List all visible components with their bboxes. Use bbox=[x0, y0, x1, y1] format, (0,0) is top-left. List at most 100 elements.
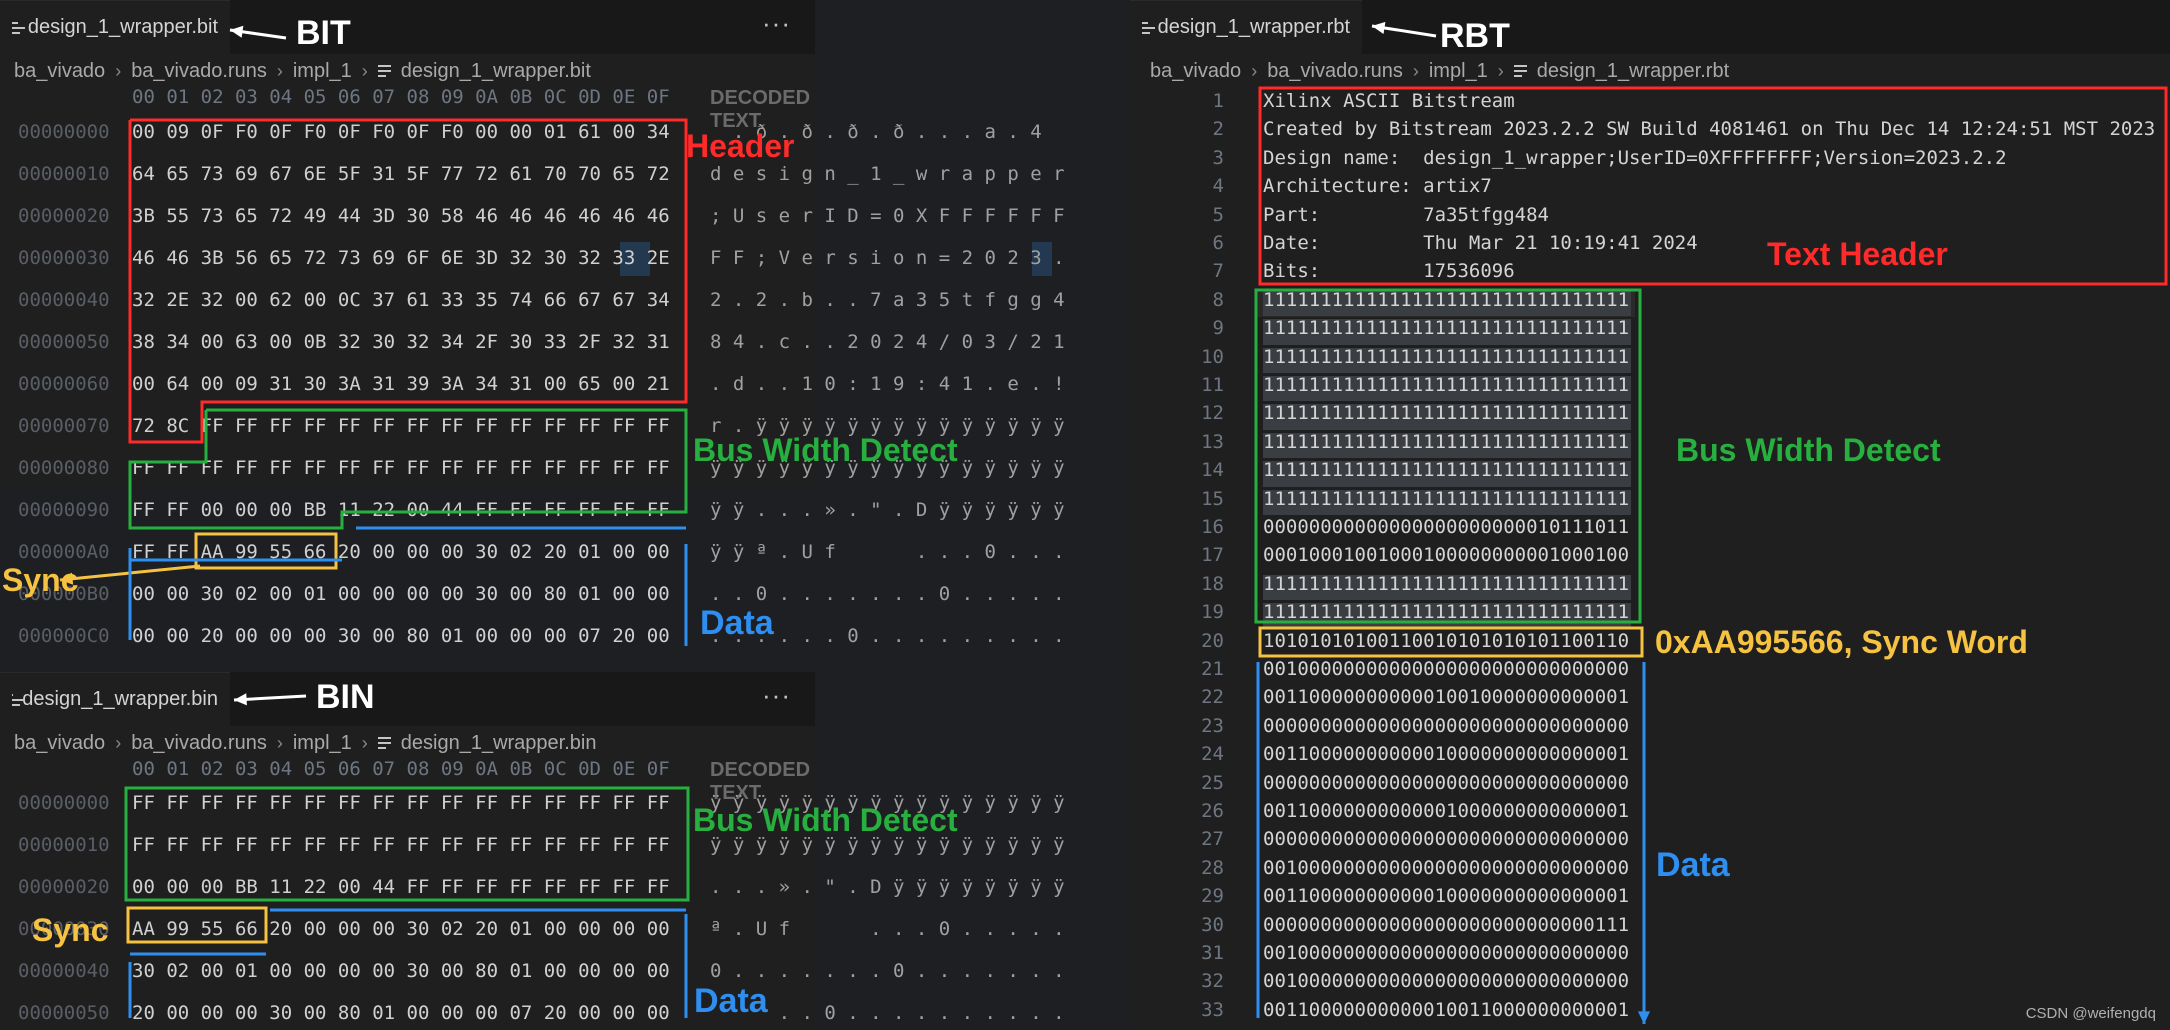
rbt-line[interactable]: 11111111111111111111111111111111 bbox=[1263, 288, 1630, 311]
chevron-right-icon: › bbox=[115, 732, 122, 753]
decoded-text: 0 . . . . . . . 0 . . . . . . . bbox=[710, 960, 1065, 982]
line-number: 29 bbox=[1201, 885, 1224, 908]
rbt-line[interactable]: 11111111111111111111111111111111 bbox=[1263, 345, 1630, 368]
rbt-line[interactable]: Bits: 17536096 bbox=[1263, 260, 1515, 283]
rbt-line[interactable]: 00000000000000000000000000000000 bbox=[1263, 714, 1630, 737]
rbt-line[interactable]: 00000000000000000000000010111011 bbox=[1263, 516, 1630, 538]
breadcrumb-item[interactable]: ba_vivado bbox=[1150, 59, 1242, 82]
hex-bytes[interactable]: FF FF FF FF FF FF FF FF FF FF FF FF FF F… bbox=[132, 834, 670, 856]
more-actions-icon[interactable]: ··· bbox=[762, 8, 791, 38]
breadcrumb-item[interactable]: design_1_wrapper.bin bbox=[400, 731, 597, 754]
rbt-line[interactable]: 00100000000000000000000000000000 bbox=[1263, 942, 1630, 964]
breadcrumb-item[interactable]: ba_vivado bbox=[14, 731, 106, 754]
selection-highlight bbox=[1263, 290, 1631, 317]
hex-bytes[interactable]: FF FF 00 00 00 BB 11 22 00 44 FF FF FF F… bbox=[132, 499, 670, 521]
hex-bytes[interactable]: 00 64 00 09 31 30 3A 31 39 3A 34 31 00 6… bbox=[132, 373, 670, 395]
rbt-line[interactable]: Created by Bitstream 2023.2.2 SW Build 4… bbox=[1263, 118, 2156, 141]
rbt-line[interactable]: 00000000000000000000000000000111 bbox=[1263, 913, 1630, 936]
rbt-line[interactable]: 11111111111111111111111111111111 bbox=[1263, 430, 1630, 453]
hex-offset: 00000000 bbox=[18, 121, 110, 143]
hex-column-header: 00 01 02 03 04 05 06 07 08 09 0A 0B 0C 0… bbox=[132, 86, 670, 108]
rbt-line[interactable]: 00000000000000000000000000000000 bbox=[1263, 828, 1630, 851]
rbt-format-tag: RBT bbox=[1440, 17, 1510, 55]
decoded-selection-highlight bbox=[1032, 242, 1052, 276]
hex-offset: 00000090 bbox=[18, 499, 110, 521]
selection-highlight bbox=[1263, 347, 1631, 373]
rbt-line[interactable]: 11111111111111111111111111111111 bbox=[1263, 317, 1630, 340]
line-number: 13 bbox=[1201, 430, 1224, 453]
rbt-line[interactable]: Xilinx ASCII Bitstream bbox=[1263, 90, 1515, 112]
rbt-line[interactable]: 11111111111111111111111111111111 bbox=[1263, 374, 1630, 396]
hex-bytes[interactable]: 64 65 73 69 67 6E 5F 31 5F 77 72 61 70 7… bbox=[132, 163, 670, 185]
decoded-text-title: DECODED TEXT bbox=[710, 87, 811, 132]
rbt-line[interactable]: 11111111111111111111111111111111 bbox=[1263, 459, 1630, 482]
more-actions-icon[interactable]: ··· bbox=[762, 680, 791, 710]
breadcrumb: ba_vivado › ba_vivado.runs › impl_1 › desig… bbox=[14, 58, 591, 84]
line-number: 6 bbox=[1212, 232, 1224, 254]
rbt-line[interactable]: 00110000000000001000000000000001 bbox=[1263, 800, 1630, 822]
rbt-tag-arrow-head bbox=[1372, 21, 1386, 34]
header-label: Header bbox=[686, 128, 795, 164]
line-number: 20 bbox=[1201, 629, 1224, 652]
breadcrumb-item[interactable]: ba_vivado.runs bbox=[1267, 59, 1403, 82]
rbt-line[interactable]: 00110000000000010000000000000001 bbox=[1263, 743, 1630, 766]
hex-bytes[interactable]: 20 00 00 00 30 00 80 01 00 00 00 07 20 0… bbox=[132, 1002, 670, 1024]
rbt-line[interactable]: 11111111111111111111111111111111 bbox=[1263, 572, 1630, 595]
hex-bytes[interactable]: 00 00 00 BB 11 22 00 44 FF FF FF FF FF F… bbox=[132, 876, 670, 898]
rbt-line[interactable]: 00110000000000010000000000000001 bbox=[1263, 885, 1630, 908]
hex-offset: 000000C0 bbox=[18, 625, 110, 647]
rbt-line[interactable]: 00000000000000000000000000000000 bbox=[1263, 771, 1630, 794]
line-number: 5 bbox=[1212, 203, 1224, 226]
chevron-right-icon: › bbox=[276, 60, 283, 81]
breadcrumb-item[interactable]: ba_vivado.runs bbox=[131, 731, 267, 754]
bit-editor-pane: design_1_wrapper.bit ··· ba_vivado › ba_v… bbox=[0, 0, 815, 486]
text-header-label: Text Header bbox=[1767, 236, 1948, 272]
hex-bytes[interactable]: 38 34 00 63 00 0B 32 30 32 34 2F 30 33 2… bbox=[132, 331, 670, 353]
breadcrumb-item[interactable]: design_1_wrapper.rbt bbox=[1536, 59, 1730, 82]
rbt-line[interactable]: Date: Thu Mar 21 10:19:41 2024 bbox=[1263, 232, 1698, 254]
hex-bytes[interactable]: 72 8C FF FF FF FF FF FF FF FF FF FF FF F… bbox=[132, 415, 670, 437]
rbt-line[interactable]: 00110000000000010010000000000001 bbox=[1263, 686, 1630, 709]
hex-bytes[interactable]: 00 00 20 00 00 00 30 00 80 01 00 00 00 0… bbox=[132, 625, 670, 647]
rbt-line[interactable]: Part: 7a35tfgg484 bbox=[1263, 203, 1549, 226]
bin-file-tab[interactable]: design_1_wrapper.bin bbox=[0, 672, 230, 726]
hex-bytes[interactable]: 30 02 00 01 00 00 00 00 30 00 80 01 00 0… bbox=[132, 960, 670, 982]
hex-offset: 000000B0 bbox=[18, 583, 110, 605]
hex-bytes[interactable]: FF FF FF FF FF FF FF FF FF FF FF FF FF F… bbox=[132, 792, 670, 814]
rbt-line[interactable]: Design name: design_1_wrapper;UserID=0XF… bbox=[1263, 146, 2007, 169]
breadcrumb-item[interactable]: design_1_wrapper.bit bbox=[400, 59, 591, 82]
hex-bytes[interactable]: FF FF AA 99 55 66 20 00 00 00 30 02 20 0… bbox=[132, 541, 670, 563]
line-number: 12 bbox=[1201, 402, 1224, 425]
rbt-line[interactable]: 11111111111111111111111111111111 bbox=[1263, 402, 1630, 425]
decoded-text: . . 0 . . . . . . . . . . bbox=[710, 1002, 1065, 1024]
rbt-line[interactable]: 11111111111111111111111111111111 bbox=[1263, 601, 1630, 624]
rbt-file-tab[interactable]: design_1_wrapper.rbt bbox=[1130, 0, 1362, 54]
rbt-line[interactable]: 00010001001000100000000001000100 bbox=[1263, 544, 1630, 567]
hex-offset: 00000060 bbox=[18, 373, 110, 395]
sync-word-box bbox=[1258, 626, 1644, 658]
rbt-line[interactable]: Architecture: artix7 bbox=[1263, 175, 1492, 198]
hex-bytes[interactable]: 46 46 3B 56 65 72 73 69 6F 6E 3D 32 30 3… bbox=[132, 247, 670, 269]
hex-bytes[interactable]: 32 2E 32 00 62 00 0C 37 61 33 35 74 66 6… bbox=[132, 289, 670, 311]
breadcrumb-item[interactable]: impl_1 bbox=[1428, 59, 1488, 82]
hex-bytes[interactable]: AA 99 55 66 20 00 00 00 30 02 20 01 00 0… bbox=[132, 918, 670, 940]
rbt-line[interactable]: 00100000000000000000000000000000 bbox=[1263, 970, 1630, 993]
breadcrumb-item[interactable]: impl_1 bbox=[292, 59, 352, 82]
hex-bytes[interactable]: 3B 55 73 65 72 49 44 3D 30 58 46 46 46 4… bbox=[132, 205, 670, 227]
rbt-line[interactable]: 00110000000000010011000000000001 bbox=[1263, 998, 1630, 1021]
rbt-line[interactable]: 00100000000000000000000000000000 bbox=[1263, 856, 1630, 879]
breadcrumb-item[interactable]: impl_1 bbox=[292, 731, 352, 754]
line-number: 26 bbox=[1201, 800, 1224, 822]
breadcrumb-item[interactable]: ba_vivado bbox=[14, 59, 106, 82]
hex-bytes[interactable]: 00 09 0F F0 0F F0 0F F0 0F F0 00 00 01 6… bbox=[132, 121, 670, 143]
bit-file-tab[interactable]: design_1_wrapper.bit bbox=[0, 0, 230, 54]
rbt-line[interactable]: 00100000000000000000000000000000 bbox=[1263, 658, 1630, 680]
rbt-line[interactable]: 11111111111111111111111111111111 bbox=[1263, 487, 1630, 510]
breadcrumb-item[interactable]: ba_vivado.runs bbox=[131, 59, 267, 82]
line-number: 19 bbox=[1201, 601, 1224, 624]
rbt-line[interactable]: 10101010100110010101010101100110 bbox=[1263, 629, 1630, 652]
hex-offset: 00000010 bbox=[18, 834, 110, 856]
line-number: 18 bbox=[1201, 572, 1224, 595]
hex-bytes[interactable]: 00 00 30 02 00 01 00 00 00 00 30 00 80 0… bbox=[132, 583, 670, 605]
selection-highlight bbox=[1263, 319, 1631, 345]
